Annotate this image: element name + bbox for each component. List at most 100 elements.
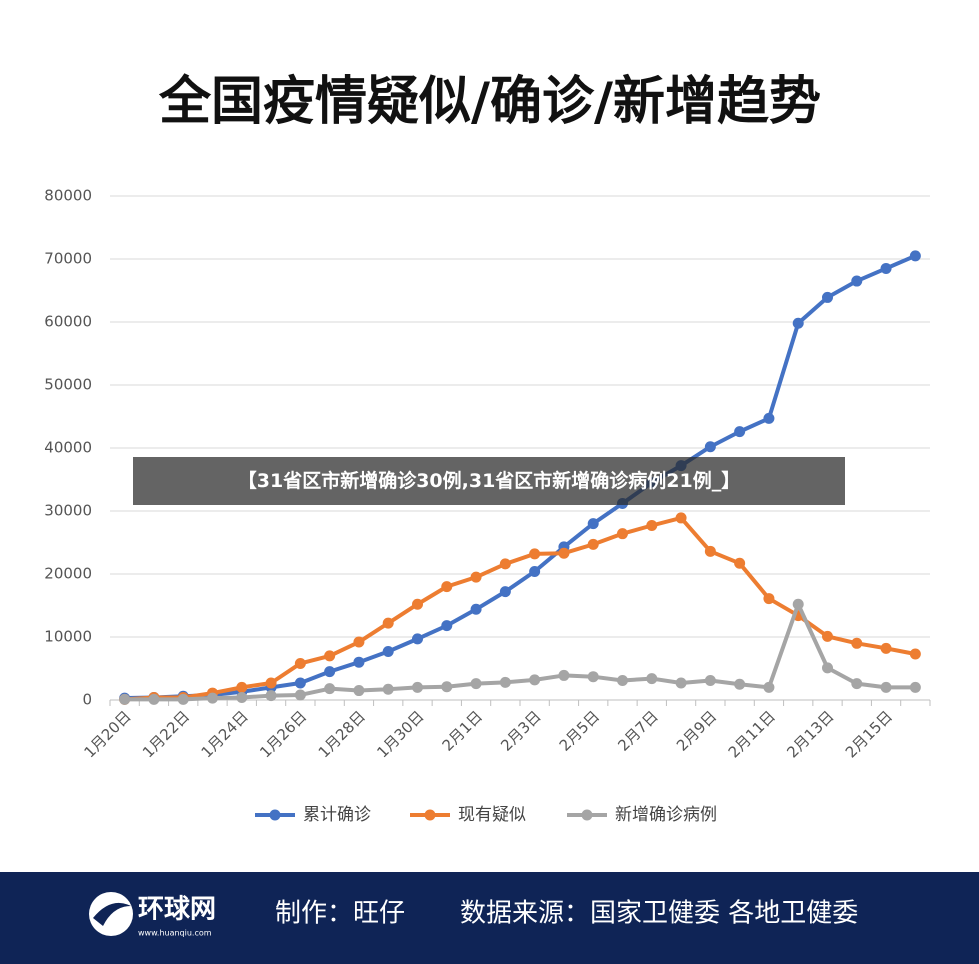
- data-point: [617, 674, 628, 686]
- data-point: [851, 275, 863, 287]
- y-tick-label: 10000: [44, 628, 92, 646]
- data-point: [353, 685, 365, 697]
- data-point: [119, 693, 131, 705]
- data-point: [587, 518, 599, 530]
- legend-marker: [424, 809, 436, 821]
- x-tick-label: 1月28日: [315, 707, 369, 761]
- legend-marker: [581, 809, 593, 821]
- data-point: [880, 642, 892, 654]
- data-point: [236, 691, 248, 703]
- data-point: [646, 519, 658, 531]
- x-tick-label: 2月1日: [439, 707, 486, 754]
- chart-title: 全国疫情疑似/确诊/新增趋势: [158, 72, 821, 132]
- legend-label: 现有疑似: [458, 805, 526, 825]
- data-point: [704, 674, 716, 686]
- data-point: [763, 593, 775, 605]
- overlay-banner: 【31省区市新增确诊30例,31省区市新增确诊病例21例_】: [133, 457, 845, 505]
- data-point: [265, 677, 277, 689]
- x-tick-label: 2月7日: [614, 707, 661, 754]
- data-point: [412, 633, 423, 645]
- data-point: [294, 689, 306, 701]
- data-point: [412, 598, 423, 610]
- footer-source: 数据来源：国家卫健委 各地卫健委: [460, 899, 858, 929]
- data-point: [851, 637, 863, 649]
- x-tick-label: 2月9日: [673, 707, 720, 754]
- y-tick-label: 80000: [44, 187, 92, 205]
- footer-band: [0, 872, 979, 964]
- data-point: [558, 669, 570, 681]
- y-tick-label: 40000: [44, 439, 92, 457]
- legend-label: 新增确诊病例: [615, 805, 717, 825]
- data-point: [382, 683, 394, 695]
- x-tick-label: 1月26日: [256, 707, 310, 761]
- x-tick-label: 2月13日: [783, 707, 837, 761]
- data-point: [529, 565, 541, 577]
- x-tick-label: 1月22日: [139, 707, 193, 761]
- logo-swoosh: [93, 902, 131, 926]
- data-point: [207, 692, 218, 704]
- data-point: [441, 620, 453, 632]
- data-point: [587, 671, 599, 683]
- data-point: [177, 693, 189, 705]
- data-point: [470, 603, 482, 615]
- data-point: [909, 250, 921, 262]
- data-point: [148, 693, 160, 705]
- x-tick-label: 1月30日: [373, 707, 427, 761]
- data-point: [236, 681, 248, 693]
- data-point: [909, 681, 921, 693]
- data-point: [763, 412, 775, 424]
- data-point: [909, 648, 921, 660]
- y-tick-label: 30000: [44, 502, 92, 520]
- data-point: [382, 645, 394, 657]
- logo-text: 环球网: [138, 895, 216, 925]
- data-point: [880, 262, 892, 274]
- data-point: [763, 681, 775, 693]
- data-point: [675, 512, 687, 524]
- data-point: [382, 617, 394, 629]
- legend-label: 累计确诊: [303, 805, 371, 825]
- x-tick-label: 2月5日: [556, 707, 603, 754]
- data-point: [851, 678, 863, 690]
- y-tick-label: 20000: [44, 565, 92, 583]
- footer-author: 制作：旺仔: [275, 899, 405, 929]
- data-point: [441, 581, 453, 593]
- data-point: [499, 586, 511, 598]
- data-point: [880, 681, 892, 693]
- data-point: [529, 674, 541, 686]
- data-point: [294, 677, 306, 689]
- x-tick-label: 1月24日: [198, 707, 252, 761]
- data-point: [529, 548, 541, 560]
- data-point: [704, 545, 716, 557]
- data-point: [734, 557, 746, 569]
- data-point: [441, 681, 453, 693]
- data-point: [792, 598, 804, 610]
- data-point: [822, 291, 833, 303]
- data-point: [353, 636, 365, 648]
- series-line: [124, 254, 917, 701]
- y-tick-label: 70000: [44, 250, 92, 268]
- data-point: [617, 528, 628, 540]
- x-tick-label: 1月20日: [80, 707, 134, 761]
- data-point: [324, 666, 336, 678]
- data-point: [822, 630, 833, 642]
- data-point: [792, 317, 804, 329]
- data-point: [499, 558, 511, 570]
- data-point: [324, 683, 336, 695]
- data-point: [558, 547, 570, 559]
- data-point: [265, 690, 277, 702]
- data-point: [646, 673, 658, 685]
- legend-marker: [269, 809, 281, 821]
- y-tick-label: 60000: [44, 313, 92, 331]
- data-point: [324, 650, 336, 662]
- data-point: [734, 678, 746, 690]
- logo-url: www.huanqiu.com: [138, 929, 212, 938]
- x-tick-label: 2月15日: [842, 707, 896, 761]
- data-point: [734, 426, 746, 438]
- data-point: [470, 678, 482, 690]
- data-point: [822, 662, 833, 674]
- y-tick-label: 50000: [44, 376, 92, 394]
- data-point: [704, 441, 716, 453]
- x-tick-label: 2月3日: [497, 707, 544, 754]
